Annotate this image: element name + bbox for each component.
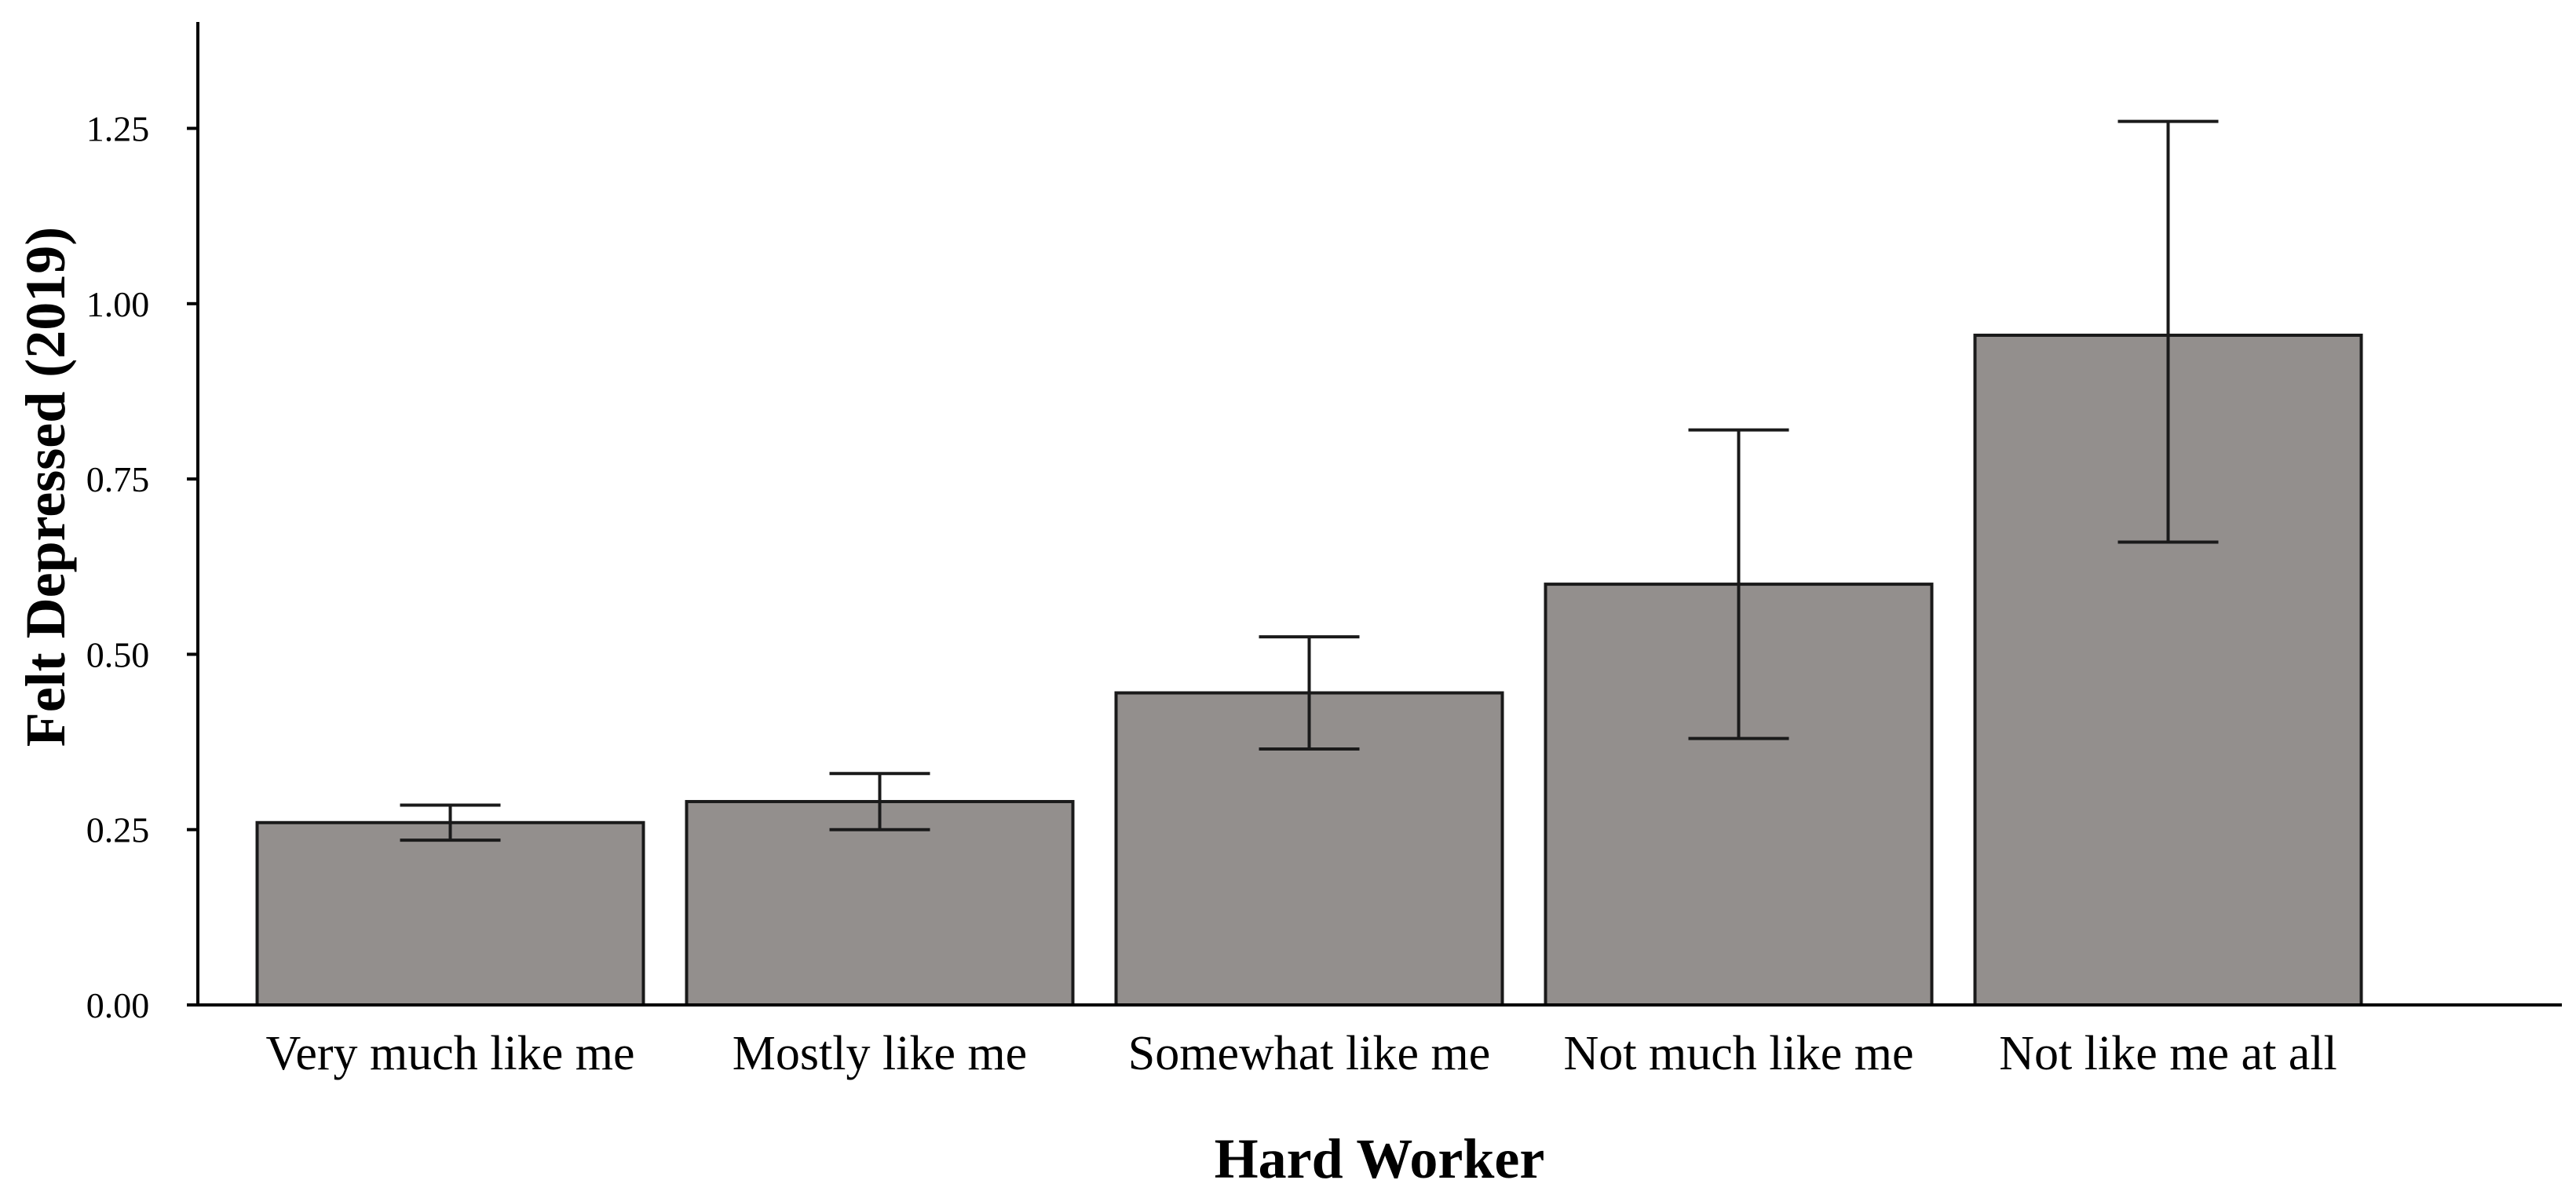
y-tick-label: 0.75 bbox=[86, 459, 150, 499]
y-tick-label: 1.25 bbox=[86, 109, 150, 149]
x-category-label: Not like me at all bbox=[1999, 1027, 2337, 1080]
x-axis-title: Hard Worker bbox=[1215, 1127, 1545, 1190]
y-axis-ticks: 0.00 0.25 0.50 0.75 1.00 1.25 bbox=[86, 109, 198, 1025]
error-bar bbox=[2117, 119, 2219, 544]
x-category-label: Somewhat like me bbox=[1128, 1027, 1490, 1080]
y-tick-label: 0.50 bbox=[86, 634, 150, 674]
error-bar bbox=[400, 803, 501, 842]
y-tick-label: 0.00 bbox=[86, 985, 150, 1025]
bar bbox=[255, 820, 645, 1007]
x-category-label: Not much like me bbox=[1564, 1027, 1914, 1080]
x-category-label: Very much like me bbox=[265, 1027, 634, 1080]
error-bar bbox=[1259, 635, 1360, 751]
y-axis-title: Felt Depressed (2019) bbox=[14, 227, 77, 747]
y-tick-label: 1.00 bbox=[86, 284, 150, 324]
error-bars-layer bbox=[400, 119, 2219, 842]
bar bbox=[685, 799, 1075, 1007]
error-bar bbox=[829, 772, 930, 831]
x-axis-category-labels: Very much like me Mostly like me Somewhat … bbox=[265, 1027, 2337, 1080]
y-tick-label: 0.25 bbox=[86, 810, 150, 850]
error-bar bbox=[1688, 428, 1789, 740]
x-category-label: Mostly like me bbox=[733, 1027, 1027, 1080]
